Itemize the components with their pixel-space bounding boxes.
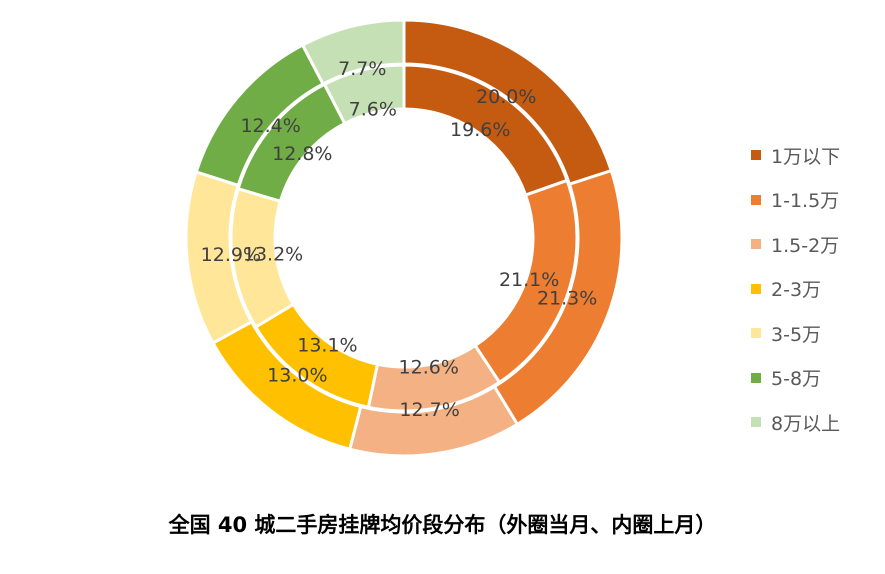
legend-swatch <box>751 283 761 294</box>
inner-slice-label-5: 13.2% <box>243 244 303 266</box>
legend-item: 8万以上 <box>751 400 840 445</box>
legend-item: 1万以下 <box>751 133 840 178</box>
legend-label: 2-3万 <box>771 279 822 302</box>
outer-slice-label-6: 12.4% <box>240 115 300 137</box>
inner-slice-label-7: 7.6% <box>349 99 397 121</box>
legend-swatch <box>751 417 761 428</box>
inner-slice-label-1: 19.6% <box>450 119 510 141</box>
inner-slice-label-2: 21.1% <box>499 269 559 291</box>
legend-swatch <box>751 150 761 161</box>
legend-item: 2-3万 <box>751 267 840 312</box>
legend-label: 1万以下 <box>771 145 841 168</box>
outer-slice-label-1: 20.0% <box>476 86 536 108</box>
legend-label: 5-8万 <box>771 368 822 391</box>
legend-label: 1.5-2万 <box>771 234 840 257</box>
inner-slice-label-6: 12.8% <box>272 143 332 165</box>
legend-label: 3-5万 <box>771 323 822 346</box>
legend-swatch <box>751 372 761 383</box>
legend-label: 8万以上 <box>771 412 841 435</box>
legend-item: 3-5万 <box>751 311 840 356</box>
outer-slice-label-4: 13.0% <box>267 364 327 386</box>
legend-swatch <box>751 328 761 339</box>
outer-slice-label-2: 21.3% <box>537 287 597 309</box>
outer-slice-label-3: 12.7% <box>399 399 459 421</box>
legend-item: 1-1.5万 <box>751 178 840 223</box>
inner-slice-label-4: 13.1% <box>297 335 357 357</box>
legend-swatch <box>751 239 761 250</box>
outer-slice-label-7: 7.7% <box>338 58 386 80</box>
legend-swatch <box>751 194 761 205</box>
inner-slice-label-3: 12.6% <box>399 357 459 379</box>
legend-item: 1.5-2万 <box>751 222 840 267</box>
legend: 1万以下 1-1.5万 1.5-2万 2-3万 3-5万 5-8万 8万以上 <box>751 133 840 445</box>
legend-label: 1-1.5万 <box>771 190 840 213</box>
chart-title: 全国 40 城二手房挂牌均价段分布（外圈当月、内圈上月） <box>168 513 717 537</box>
legend-item: 5-8万 <box>751 356 840 401</box>
donut-chart: 20.0% 21.3% 12.7% 13.0% 12.9% 12.4% 7.7% 19.6% 2… <box>184 18 624 458</box>
outer-slice-label-5: 12.9% <box>201 244 261 266</box>
inner-slice-7 <box>322 63 406 125</box>
